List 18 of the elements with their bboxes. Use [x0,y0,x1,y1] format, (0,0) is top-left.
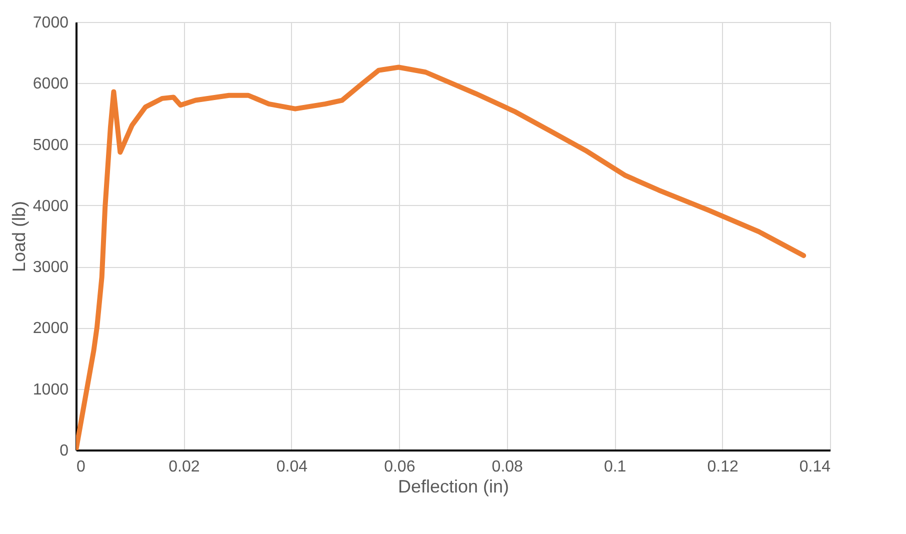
x-tick-label: 0.1 [604,458,626,476]
y-tick-label: 1000 [32,381,69,398]
y-tick-label: 7000 [32,14,69,32]
y-tick-label: 3000 [32,259,69,276]
y-axis-title: Load (lb) [8,200,29,272]
x-tick-label: 0 [76,458,86,476]
x-tick-label: 0.06 [384,458,416,476]
x-axis-title: Deflection (in) [398,476,510,496]
x-tick-label: 0.02 [168,458,200,476]
y-tick-label: 4000 [32,198,69,215]
x-tick-label: 0.14 [799,458,831,476]
x-tick-label: 0.04 [276,458,308,476]
y-tick-label: 0 [60,442,69,460]
y-tick-label: 6000 [32,76,69,93]
y-tick-label: 2000 [32,320,69,338]
x-tick-label: 0.08 [492,458,524,476]
y-tick-label: 5000 [32,136,69,154]
x-tick-label: 0.12 [707,458,738,476]
